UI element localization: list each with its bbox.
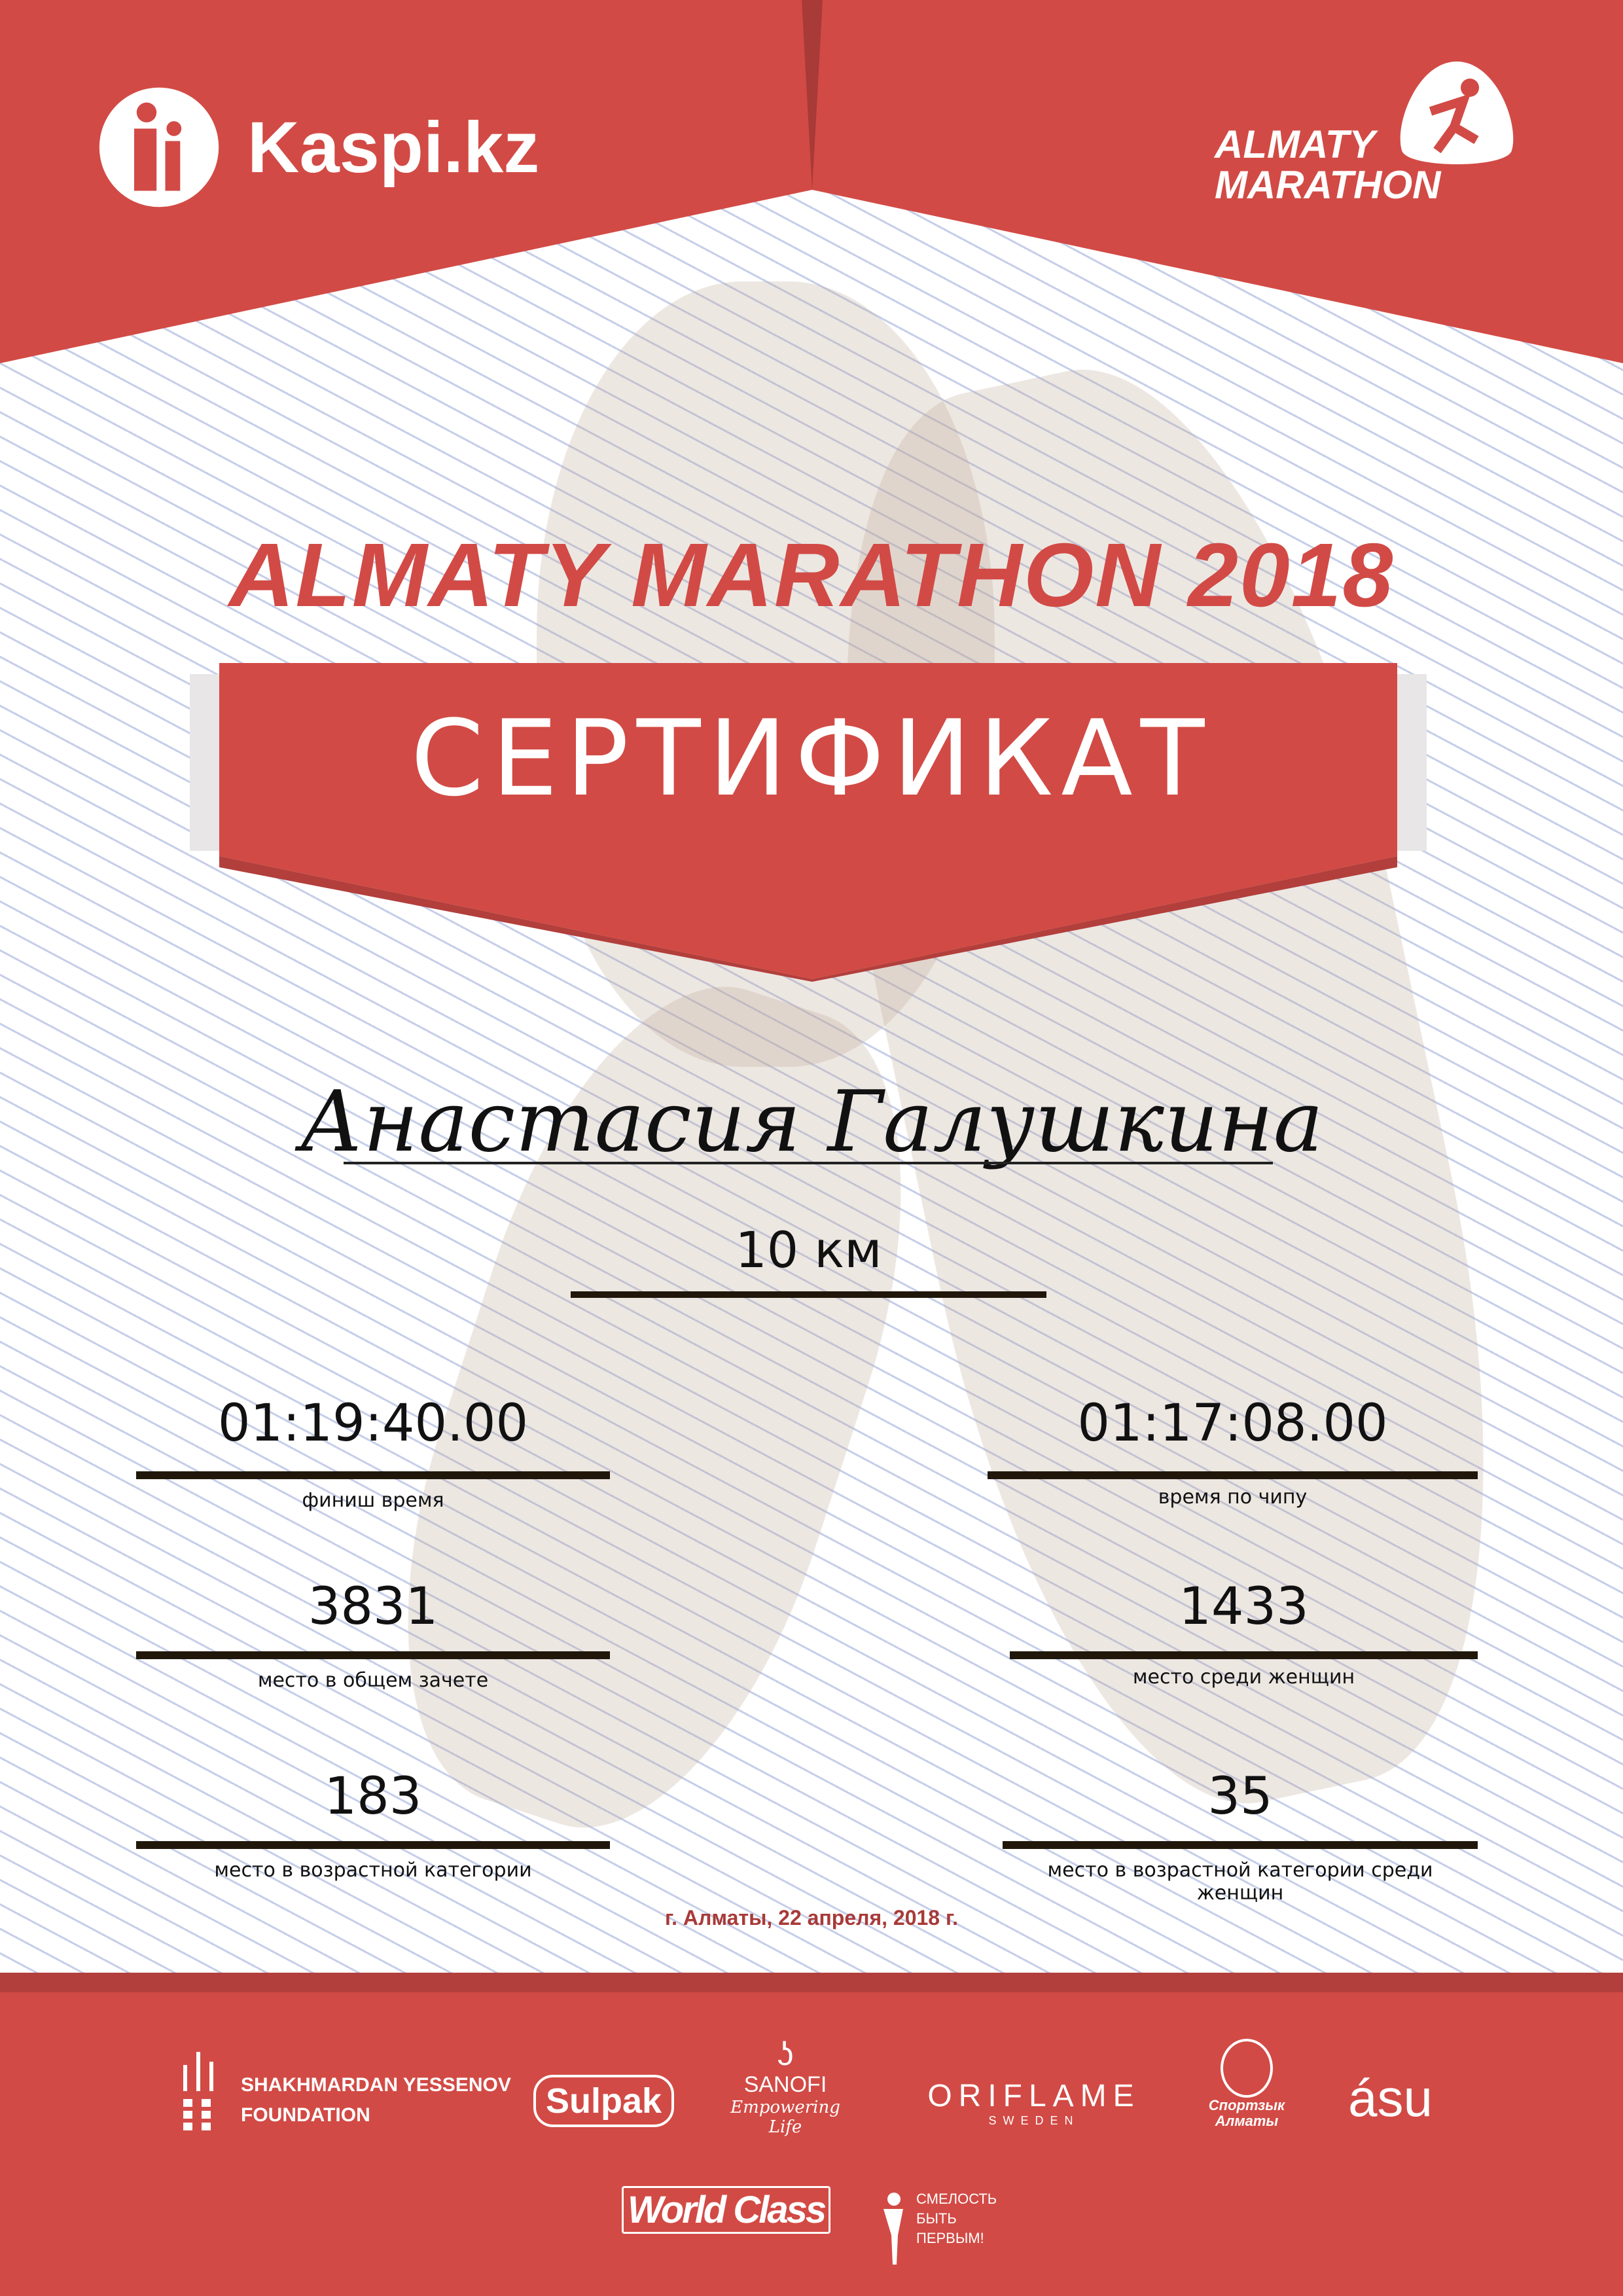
overall-place-value: 3831: [308, 1577, 438, 1636]
sanofi-tagline: Empowering Life: [730, 2098, 840, 2137]
sponsor-footer: [0, 1973, 1623, 2296]
worldclass-logo: World Class: [622, 2186, 831, 2234]
age-women-place-line: [1003, 1841, 1478, 1849]
background-pattern: [0, 0, 1623, 1977]
oriflame-wordmark: ORIFLAME: [927, 2079, 1141, 2113]
sanofi-icon: ʖ: [777, 2036, 794, 2072]
almaty-marathon-logo: ALMATY MARATHON: [1215, 59, 1522, 216]
yessenov-logo: SHAKHMARDAN YESSENOV FOUNDATION: [182, 2052, 511, 2130]
sport-almaty-line2: Алматы: [1215, 2113, 1279, 2129]
runner-icon: [1400, 62, 1514, 164]
distance-value: 10 км: [735, 1221, 882, 1279]
certificate-banner: [190, 663, 1427, 982]
sport-almaty-line1: Спортзык: [1208, 2097, 1285, 2113]
sulpak-logo: Sulpak: [533, 2075, 674, 2127]
women-place-label: место среди женщин: [1132, 1666, 1355, 1689]
issue-date: г. Алматы, 22 апреля, 2018 г.: [665, 1906, 958, 1929]
marathon-logo-line1: ALMATY: [1215, 122, 1376, 166]
overall-place-line: [136, 1651, 610, 1659]
age-women-place-value: 35: [1207, 1767, 1273, 1826]
yessenov-line2: FOUNDATION: [241, 2104, 370, 2126]
smelost-line1: СМЕЛОСТЬ: [916, 2191, 997, 2207]
smelost-line2: БЫТЬ: [916, 2210, 957, 2227]
header-band: [0, 0, 1623, 363]
distance-line: [571, 1291, 1046, 1298]
sport-almaty-emblem: [1221, 2039, 1273, 2098]
age-women-place-label: место в возрастной категории среди женщи…: [1047, 1859, 1433, 1905]
kaspi-logo: Kaspi.kz: [97, 87, 540, 207]
women-place-line: [1010, 1651, 1478, 1659]
age-place-label: место в возрастной категории: [214, 1859, 532, 1882]
finish-time-label: финиш время: [302, 1489, 444, 1512]
participant-name: Анастасия Галушкина: [299, 1073, 1324, 1171]
smelost-line3: ПЕРВЫМ!: [916, 2230, 984, 2246]
finish-time-value: 01:19:40.00: [217, 1394, 529, 1453]
certificate-heading: СЕРТИФИКАТ: [410, 697, 1213, 819]
sanofi-wordmark: SANOFI: [743, 2072, 827, 2097]
name-underline: [344, 1162, 1273, 1164]
finish-time-line: [136, 1471, 610, 1479]
asu-logo: ásu: [1348, 2069, 1433, 2127]
oriflame-subtitle: SWEDEN: [988, 2114, 1080, 2127]
event-title: ALMATY MARATHON 2018: [228, 525, 1395, 626]
sport-almaty-logo: Спортзык Алматы: [1201, 2039, 1293, 2129]
overall-place-label: место в общем зачете: [257, 1669, 489, 1692]
oriflame-logo: ORIFLAME SWEDEN: [923, 2078, 1145, 2128]
yessenov-line1: SHAKHMARDAN YESSENOV: [241, 2074, 511, 2096]
yessenov-icon: [183, 2052, 213, 2130]
kaspi-wordmark: Kaspi.kz: [247, 107, 540, 188]
chip-time-value: 01:17:08.00: [1077, 1394, 1388, 1453]
smelost-logo: СМЕЛОСТЬ БЫТЬ ПЕРВЫМ!: [870, 2170, 997, 2268]
chip-time-label: время по чипу: [1158, 1486, 1308, 1509]
marathon-logo-line2: MARATHON: [1215, 163, 1441, 207]
chip-time-line: [988, 1471, 1478, 1479]
age-place-line: [136, 1841, 610, 1849]
women-place-value: 1433: [1179, 1577, 1309, 1636]
smelost-figure-icon: [883, 2193, 903, 2265]
sanofi-logo: ʖ SANOFI Empowering Life: [720, 2036, 851, 2137]
age-place-value: 183: [324, 1767, 422, 1826]
kaspi-icon: [99, 87, 219, 207]
